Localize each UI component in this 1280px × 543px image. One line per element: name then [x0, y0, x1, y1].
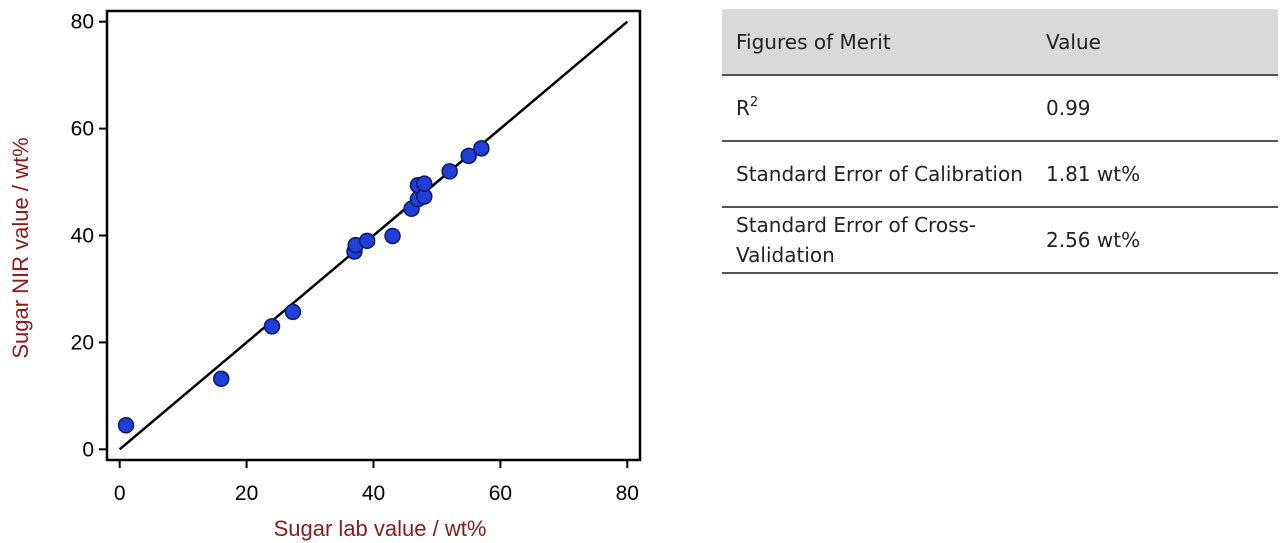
data-point: [441, 163, 458, 180]
y-tick-label: 0: [82, 438, 94, 461]
header-value: Value: [1032, 9, 1278, 76]
points-layer: [117, 140, 490, 434]
data-point: [416, 175, 433, 192]
row-value-sec: 1.81 wt%: [1032, 141, 1278, 208]
x-tick-label: 20: [235, 482, 258, 505]
y-tick-label: 80: [71, 11, 94, 34]
data-point: [284, 303, 302, 321]
row-value-r-squared: 0.99: [1032, 75, 1278, 142]
y-tick-label: 60: [71, 118, 94, 141]
data-point: [473, 140, 490, 157]
data-point: [117, 417, 135, 434]
data-point: [384, 227, 401, 245]
data-point: [358, 232, 376, 250]
ticks-layer: 0 20 40 60 80 0 20 40 60 80: [71, 11, 639, 505]
table-header-row: Figures of Merit Value: [722, 9, 1278, 76]
y-axis-title: Sugar NIR value / wt%: [8, 137, 33, 358]
x-tick-label: 80: [616, 482, 639, 505]
x-tick-label: 60: [489, 482, 512, 505]
table-row: Standard Error of Cross-Validation 2.56 …: [722, 207, 1278, 274]
data-point: [263, 318, 281, 335]
x-tick-label: 40: [362, 482, 385, 505]
row-value-secv: 2.56 wt%: [1032, 207, 1278, 274]
data-point: [460, 147, 477, 165]
row-label-r-squared: R2: [722, 75, 1032, 142]
plot-frame: [105, 9, 642, 462]
row-label-secv: Standard Error of Cross-Validation: [722, 207, 1032, 274]
y-tick-label: 40: [71, 225, 94, 248]
data-point: [212, 370, 230, 388]
figures-of-merit-table: Figures of Merit Value R2 0.99 Standard …: [722, 9, 1278, 274]
table-row: Standard Error of Calibration 1.81 wt%: [722, 141, 1278, 208]
header-figures-of-merit: Figures of Merit: [722, 9, 1032, 76]
scatter-chart: 0 20 40 60 80 0 20 40 60 80 Sugar lab value / wt%…: [8, 9, 642, 541]
x-tick-label: 0: [114, 482, 126, 505]
regression-line: [118, 20, 629, 451]
x-axis-title: Sugar lab value / wt%: [274, 516, 487, 541]
table-row: R2 0.99: [722, 75, 1278, 142]
row-label-sec: Standard Error of Calibration: [722, 141, 1032, 208]
y-tick-label: 20: [71, 331, 94, 354]
